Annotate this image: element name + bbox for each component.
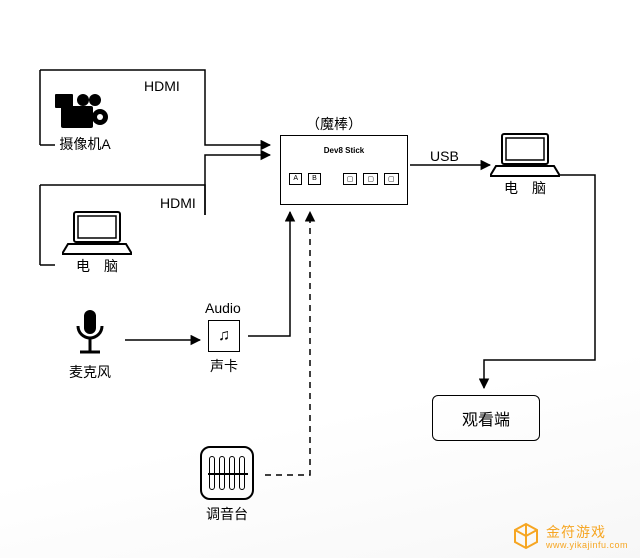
edge-label-audio: Audio <box>205 300 241 316</box>
fader-icon <box>239 456 245 490</box>
slot-icon: ▢ <box>343 173 358 185</box>
laptop-icon <box>62 210 132 256</box>
laptop-icon <box>490 132 560 178</box>
video-camera-icon <box>55 92 115 134</box>
microphone-icon <box>68 308 112 362</box>
laptop-source-label: 电 脑 <box>62 256 132 276</box>
edge-label-hdmi-2: HDMI <box>160 195 196 211</box>
cube-icon <box>512 522 540 550</box>
microphone-node: 麦克风 <box>68 308 112 382</box>
fader-icon <box>229 456 235 490</box>
fader-icon <box>219 456 225 490</box>
slot-icon: ▢ <box>384 173 399 185</box>
laptop-source-node: 电 脑 <box>62 210 132 276</box>
viewer-label: 观看端 <box>462 406 510 430</box>
fader-icon <box>209 456 215 490</box>
slot-icon: B <box>308 173 321 185</box>
soundcard-node: ♫ <box>208 320 240 352</box>
viewer-node: 观看端 <box>432 395 540 441</box>
connections <box>0 0 640 558</box>
edge-label-hdmi-1: HDMI <box>144 78 180 94</box>
slot-icon: ▢ <box>363 173 378 185</box>
mixer-label: 调音台 <box>206 504 248 524</box>
watermark: 金符游戏 www.yikajinfu.com <box>512 522 628 550</box>
microphone-label: 麦克风 <box>68 362 112 382</box>
laptop-dest-node: 电 脑 <box>490 132 560 198</box>
watermark-text: 金符游戏 <box>546 524 606 540</box>
laptop-dest-label: 电 脑 <box>490 178 560 198</box>
camera-node: 摄像机A <box>55 92 115 154</box>
device-slots: A B ▢ ▢ ▢ <box>281 173 407 185</box>
device-sublabel: Dev8 Stick <box>281 146 407 155</box>
capture-device-node: Dev8 Stick A B ▢ ▢ ▢ <box>280 135 408 205</box>
edge-label-usb: USB <box>430 148 459 164</box>
camera-label: 摄像机A <box>55 134 115 154</box>
music-note-icon: ♫ <box>218 327 230 345</box>
diagram-canvas: 摄像机A 电 脑 麦克风 ♫ 声卡 调音台 （魔棒） Dev8 Stick <box>0 0 640 558</box>
soundcard-label: 声卡 <box>210 356 238 376</box>
watermark-sub: www.yikajinfu.com <box>546 540 628 550</box>
mixer-node <box>200 446 254 500</box>
slot-icon: A <box>289 173 302 185</box>
device-title: （魔棒） <box>306 114 362 134</box>
